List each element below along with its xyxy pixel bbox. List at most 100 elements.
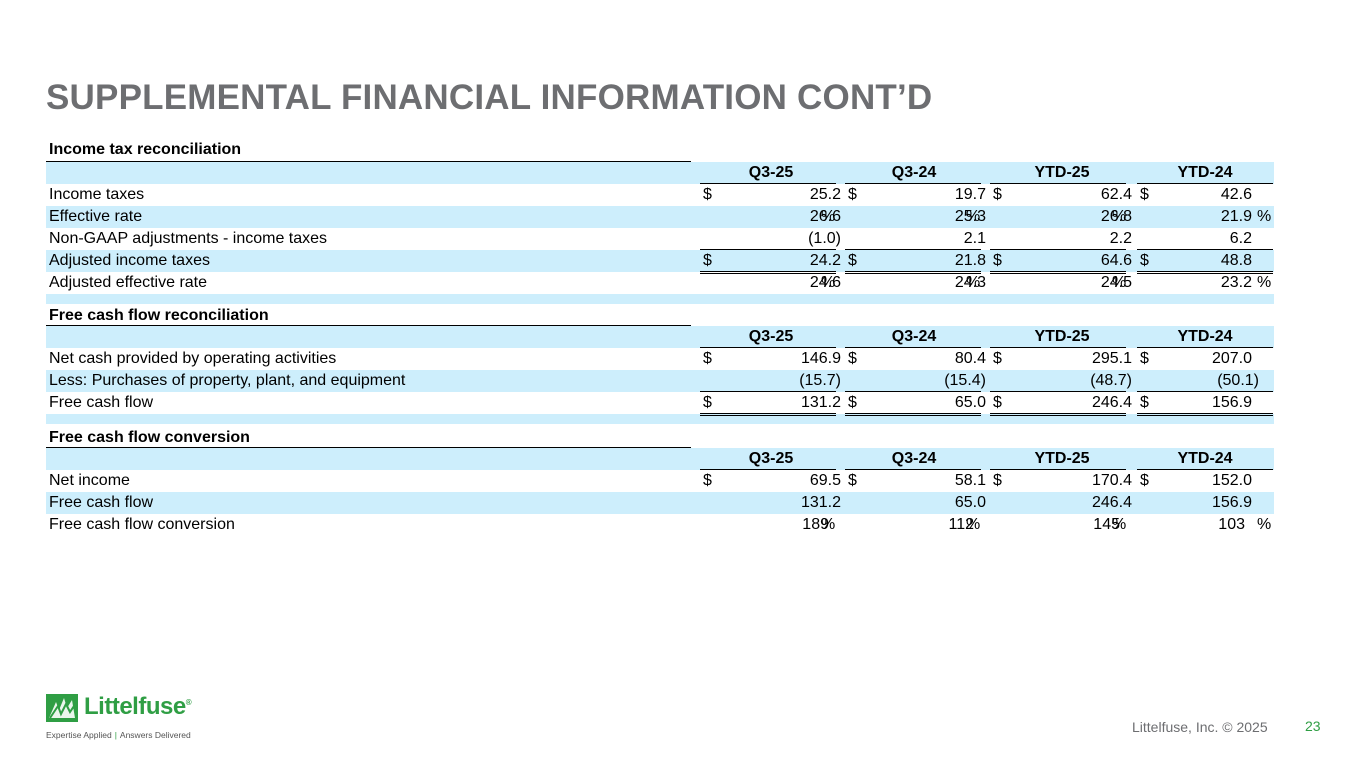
- subtotal-underline: [845, 249, 981, 250]
- cell-value: 21.8: [954, 252, 986, 269]
- subtotal-underline: [990, 249, 1126, 250]
- cell-value: 2.1: [963, 230, 986, 247]
- cell-value: 64.6: [1100, 252, 1132, 269]
- column-header: YTD-25: [1034, 328, 1090, 345]
- free-cash-flow-table: Free cash flow reconciliation Q3-25 Q3-2…: [46, 304, 1274, 424]
- cell-value: 24.2: [809, 252, 841, 269]
- cell-value: 103: [1218, 516, 1245, 533]
- total-double-underline: [1137, 413, 1273, 416]
- cell-value: 24.3: [954, 274, 986, 291]
- cell-value: (50.1): [1217, 372, 1259, 389]
- header-underline: [990, 469, 1126, 470]
- column-header: YTD-24: [1177, 328, 1233, 345]
- dollar-sign: $: [993, 394, 1002, 411]
- section-divider: [46, 447, 691, 448]
- percent-sign: %: [821, 274, 836, 291]
- subtotal-underline: [700, 391, 836, 392]
- column-header: YTD-25: [1034, 450, 1090, 467]
- dollar-sign: $: [703, 350, 712, 367]
- header-underline: [845, 469, 981, 470]
- row-label: Less: Purchases of property, plant, and …: [49, 372, 406, 389]
- dollar-sign: $: [848, 252, 857, 269]
- table-row: Free cash flow 131.2 65.0 246.4 156.9: [46, 492, 1274, 514]
- subtotal-underline: [1137, 249, 1273, 250]
- dollar-sign: $: [848, 350, 857, 367]
- column-header: Q3-24: [891, 164, 937, 181]
- logo-wordmark: Littelfuse®: [84, 693, 192, 721]
- cell-value: 26.8: [1100, 208, 1132, 225]
- cell-value: 21.9: [1220, 208, 1252, 225]
- row-label: Effective rate: [49, 208, 143, 225]
- tagline-right: Answers Delivered: [119, 730, 191, 740]
- total-double-underline: [990, 271, 1126, 274]
- cell-value: 80.4: [954, 350, 986, 367]
- row-label: Free cash flow: [49, 494, 154, 511]
- dollar-sign: $: [848, 472, 857, 489]
- total-double-underline: [990, 413, 1126, 416]
- cell-value: 65.0: [954, 494, 986, 511]
- cell-value: 25.2: [809, 186, 841, 203]
- cell-value: 246.4: [1091, 494, 1132, 511]
- section-title: Income tax reconciliation: [49, 141, 242, 158]
- dollar-sign: $: [703, 472, 712, 489]
- section-title: Free cash flow conversion: [49, 429, 250, 446]
- cell-value: (1.0): [808, 230, 841, 247]
- column-header: Q3-24: [891, 328, 937, 345]
- table-row: Free cash flow conversion 189 % 112 % 14…: [46, 514, 1274, 536]
- logo-tagline: Expertise Applied | Answers Delivered: [46, 730, 191, 740]
- section-spacer: [46, 294, 1274, 304]
- percent-sign: %: [1257, 208, 1272, 225]
- section-title-row: Free cash flow conversion: [46, 426, 1274, 448]
- page-number: 23: [1305, 718, 1321, 734]
- dollar-sign: $: [1140, 394, 1149, 411]
- column-header: YTD-24: [1177, 450, 1233, 467]
- dollar-sign: $: [1140, 472, 1149, 489]
- cell-value: 170.4: [1091, 472, 1132, 489]
- column-header: YTD-25: [1034, 164, 1090, 181]
- dollar-sign: $: [848, 186, 857, 203]
- cell-value: 156.9: [1211, 494, 1252, 511]
- footer-copyright: Littelfuse, Inc. © 2025: [1132, 719, 1268, 735]
- row-label: Free cash flow: [49, 394, 154, 411]
- header-row: Q3-25 Q3-24 YTD-25 YTD-24: [46, 326, 1274, 348]
- cell-value: 62.4: [1100, 186, 1132, 203]
- column-header: Q3-24: [891, 450, 937, 467]
- section-spacer: [46, 414, 1274, 424]
- dollar-sign: $: [848, 394, 857, 411]
- section-title-row: Free cash flow reconciliation: [46, 304, 1274, 326]
- column-header: Q3-25: [748, 328, 794, 345]
- cell-value: 156.9: [1211, 394, 1252, 411]
- cell-value: 295.1: [1091, 350, 1132, 367]
- header-row: Q3-25 Q3-24 YTD-25 YTD-24: [46, 448, 1274, 470]
- percent-sign: %: [1112, 274, 1127, 291]
- header-row: Q3-25 Q3-24 YTD-25 YTD-24: [46, 162, 1274, 184]
- percent-sign: %: [966, 516, 981, 533]
- dollar-sign: $: [1140, 350, 1149, 367]
- cell-value: 152.0: [1211, 472, 1252, 489]
- cell-value: 189: [802, 516, 829, 533]
- row-label: Net income: [49, 472, 130, 489]
- table-row: Non-GAAP adjustments - income taxes (1.0…: [46, 228, 1274, 250]
- header-underline: [1137, 347, 1273, 348]
- cell-value: 207.0: [1211, 350, 1252, 367]
- cell-value: 6.2: [1229, 230, 1252, 247]
- percent-sign: %: [1257, 516, 1272, 533]
- table-row: Net cash provided by operating activitie…: [46, 348, 1274, 370]
- cell-value: 146.9: [800, 350, 841, 367]
- cell-value: 24.6: [809, 274, 841, 291]
- cell-value: 2.2: [1109, 230, 1132, 247]
- free-cash-flow-conversion-table: Free cash flow conversion Q3-25 Q3-24 YT…: [46, 426, 1274, 536]
- cell-value: 48.8: [1220, 252, 1252, 269]
- subtotal-underline: [990, 391, 1126, 392]
- header-underline: [1137, 183, 1273, 184]
- cell-value: 58.1: [954, 472, 986, 489]
- cell-value: 246.4: [1091, 394, 1132, 411]
- total-double-underline: [1137, 271, 1273, 274]
- table-row: Adjusted income taxes $ 24.2 $ 21.8 $ 64…: [46, 250, 1274, 274]
- subtotal-underline: [700, 249, 836, 250]
- cell-value: 145: [1093, 516, 1120, 533]
- cell-value: (15.7): [799, 372, 841, 389]
- cell-value: 19.7: [954, 186, 986, 203]
- registered-mark: ®: [185, 698, 192, 707]
- total-double-underline: [700, 271, 836, 274]
